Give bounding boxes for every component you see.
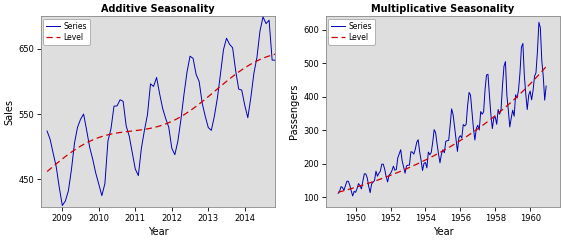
Level [296,49,303,52]
Level [399,169,406,172]
Line: Level: Level [47,50,299,172]
Level [235,71,242,74]
Series [400,165,407,168]
Series [335,192,342,195]
Line: Level: Level [338,67,546,192]
Level [502,106,509,109]
Y-axis label: Sales: Sales [4,99,14,125]
Series [504,94,510,97]
Level [365,182,372,185]
Line: Series: Series [47,7,299,206]
Series [62,200,69,202]
Title: Multiplicative Seasonality: Multiplicative Seasonality [371,4,514,14]
Level [248,63,254,66]
Y-axis label: Passengers: Passengers [289,84,299,139]
Level [44,170,51,173]
Series [159,107,166,110]
Series [250,72,257,75]
Series [367,191,373,194]
Legend: Series, Level: Series, Level [43,19,90,45]
Series [484,73,491,76]
Series [296,8,303,11]
X-axis label: Year: Year [433,227,453,237]
Series [351,190,358,193]
Level [59,158,65,161]
Level [505,103,512,106]
Series [349,194,356,197]
Series [543,85,549,87]
Series [293,6,300,8]
Level [483,121,490,124]
Series [171,153,178,156]
Legend: Series, Level: Series, Level [328,19,374,45]
Level [169,120,175,123]
Series [506,126,513,128]
Line: Series: Series [338,22,546,196]
Series [239,89,245,92]
Level [335,191,342,194]
Series [59,204,65,207]
Series [44,130,51,133]
Series [535,21,542,24]
Title: Additive Seasonality: Additive Seasonality [102,4,215,14]
Level [543,65,549,68]
Level [47,167,54,170]
Level [349,187,356,190]
Series [47,138,54,141]
X-axis label: Year: Year [148,227,169,237]
Level [156,125,163,127]
